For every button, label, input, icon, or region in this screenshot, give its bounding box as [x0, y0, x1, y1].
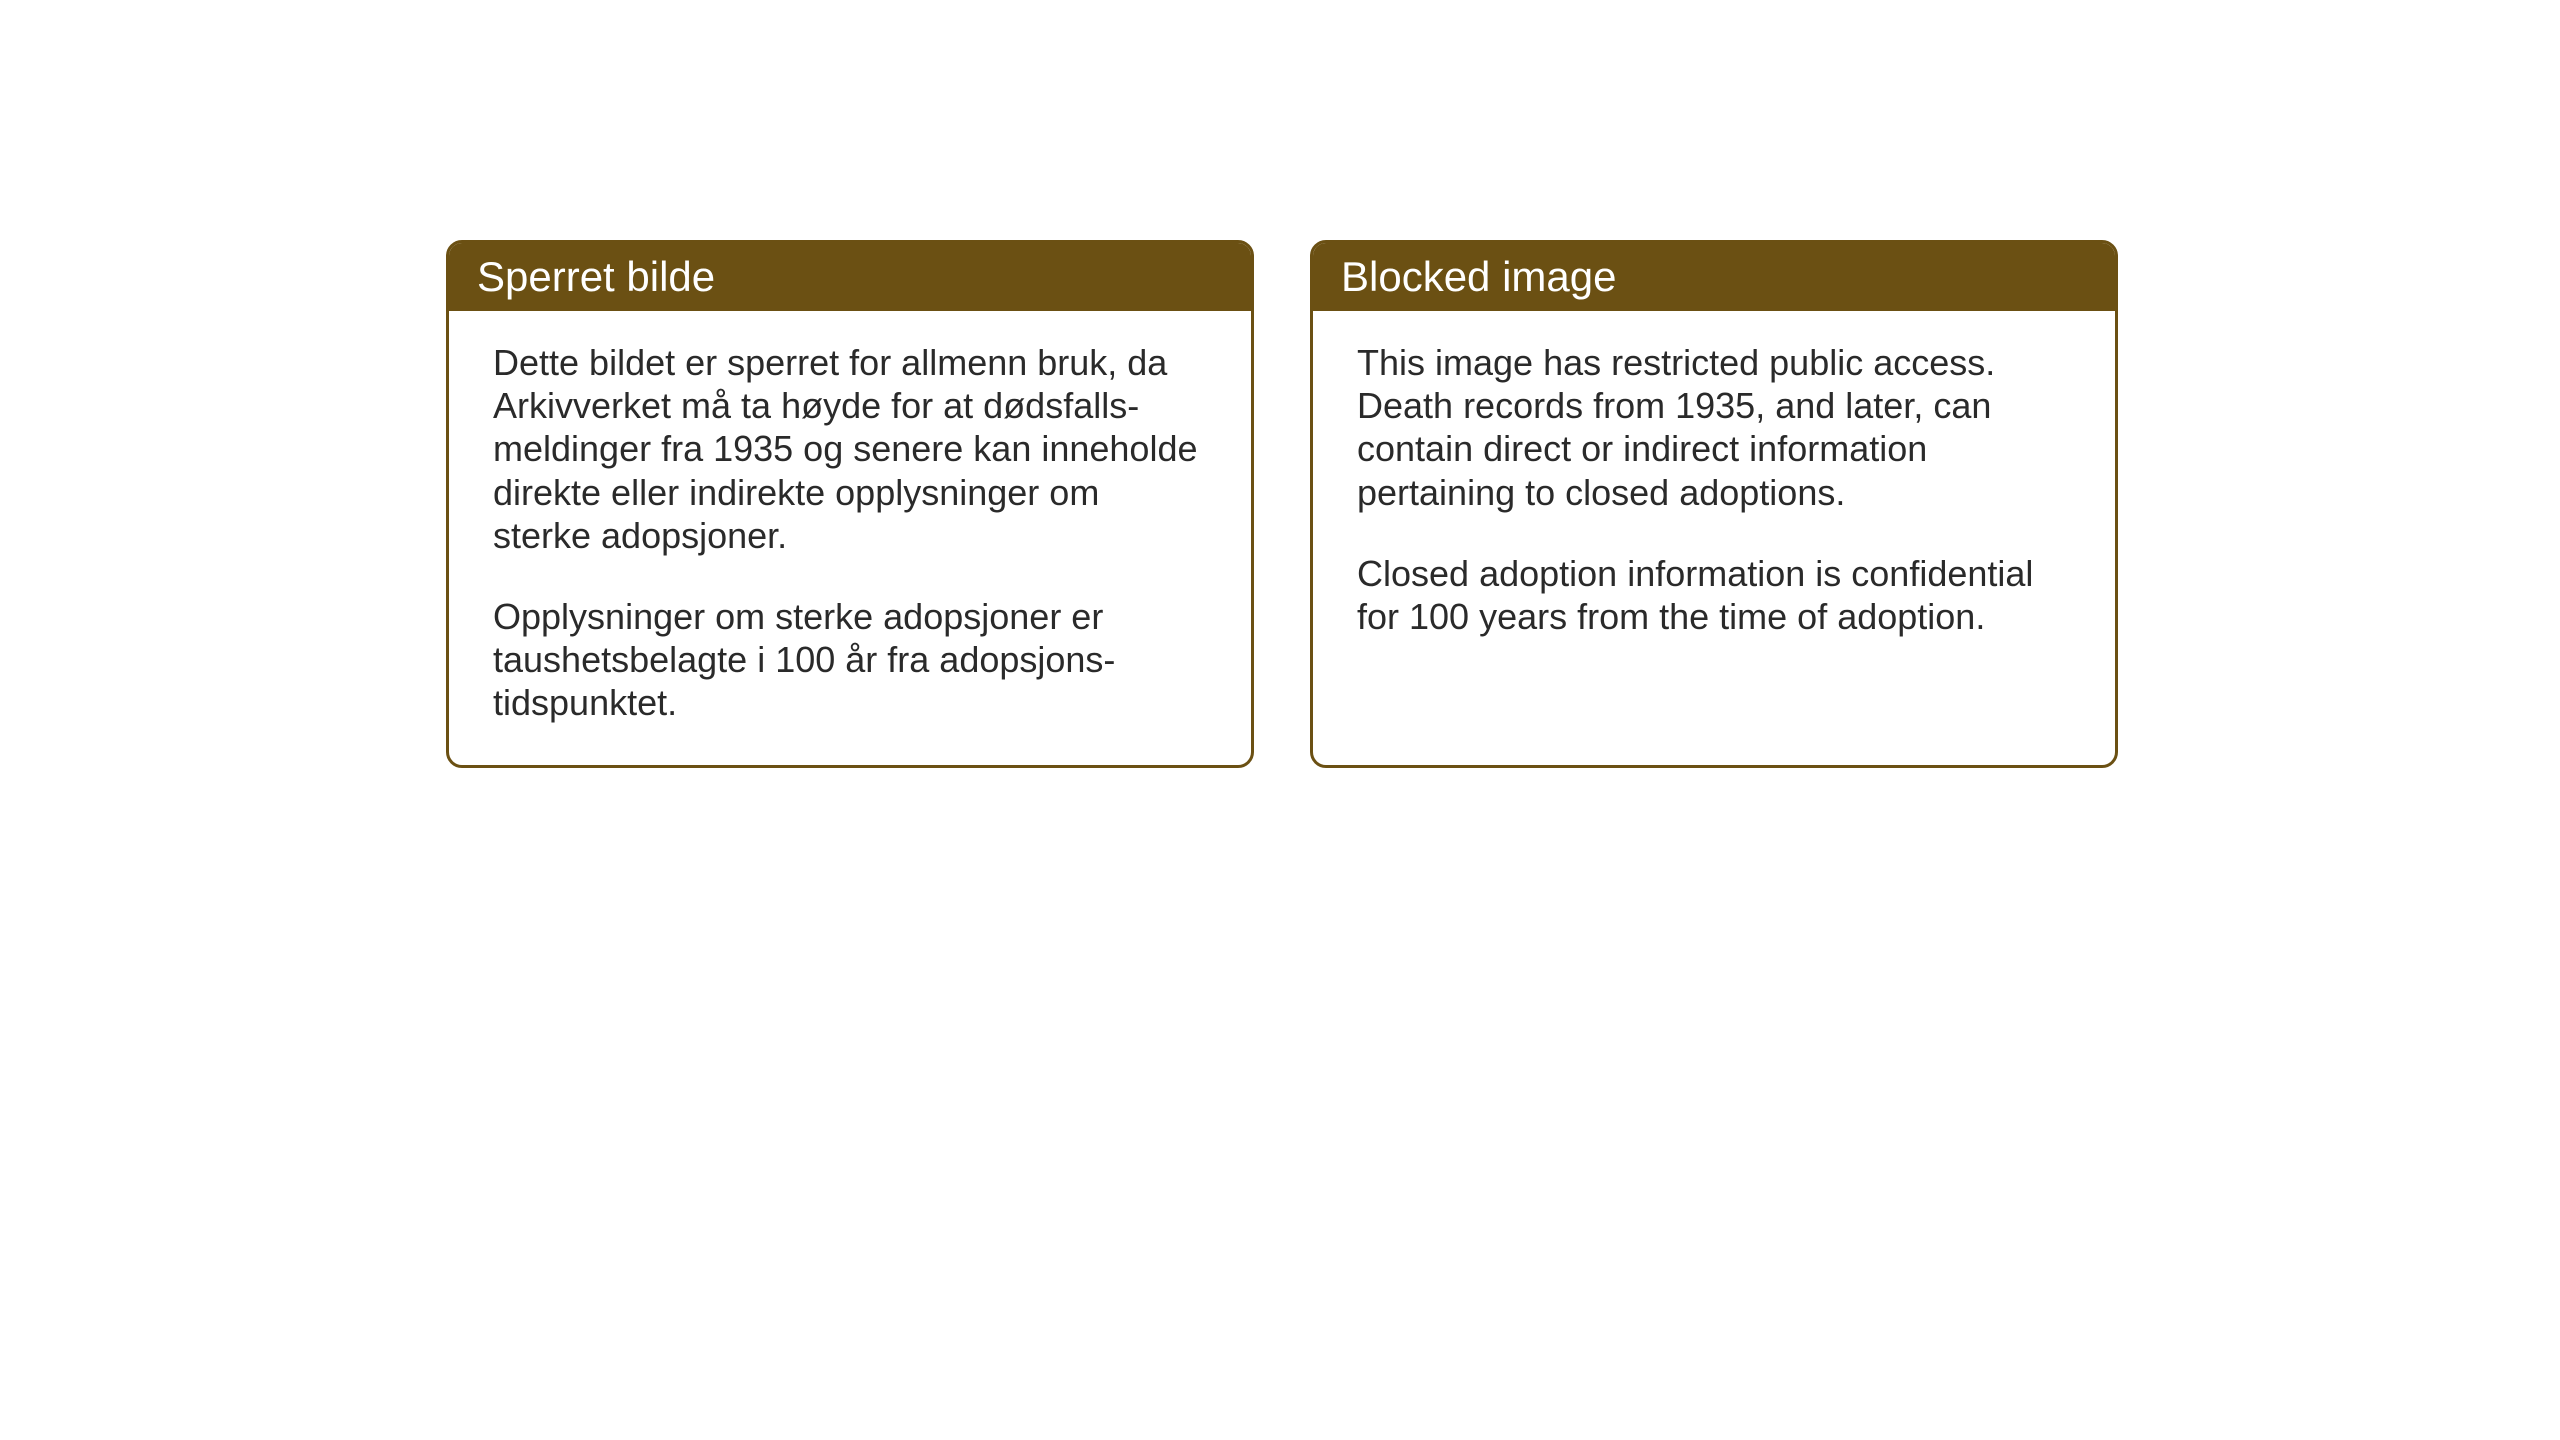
card-header-norwegian: Sperret bilde [449, 243, 1251, 311]
card-body-norwegian: Dette bildet er sperret for allmenn bruk… [449, 311, 1251, 765]
card-body-english: This image has restricted public access.… [1313, 311, 2115, 731]
notice-paragraph: This image has restricted public access.… [1357, 341, 2071, 514]
notice-paragraph: Dette bildet er sperret for allmenn bruk… [493, 341, 1207, 557]
notice-paragraph: Closed adoption information is confident… [1357, 552, 2071, 638]
notice-cards-container: Sperret bilde Dette bildet er sperret fo… [446, 240, 2118, 768]
notice-card-norwegian: Sperret bilde Dette bildet er sperret fo… [446, 240, 1254, 768]
notice-card-english: Blocked image This image has restricted … [1310, 240, 2118, 768]
notice-paragraph: Opplysninger om sterke adopsjoner er tau… [493, 595, 1207, 725]
card-header-english: Blocked image [1313, 243, 2115, 311]
